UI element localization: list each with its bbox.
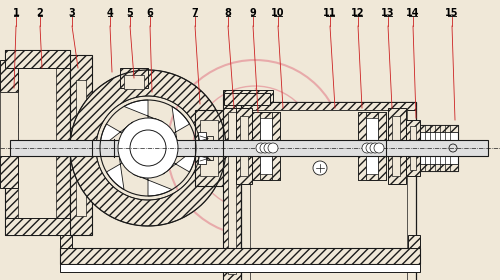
Bar <box>240 116 248 176</box>
Bar <box>207 136 213 160</box>
Text: 2: 2 <box>36 8 44 18</box>
Bar <box>198 132 206 164</box>
Circle shape <box>366 143 376 153</box>
Bar <box>408 235 420 248</box>
Bar <box>420 125 458 171</box>
Circle shape <box>264 143 274 153</box>
Circle shape <box>268 143 278 153</box>
Bar <box>195 110 223 186</box>
Bar <box>257 118 275 174</box>
Polygon shape <box>163 148 196 174</box>
Bar <box>223 90 273 108</box>
Bar <box>406 120 420 176</box>
Circle shape <box>260 143 270 153</box>
Bar <box>358 112 386 180</box>
Circle shape <box>362 143 372 153</box>
Text: 11: 11 <box>323 8 337 18</box>
Bar <box>236 100 260 108</box>
Bar <box>5 218 70 235</box>
Bar <box>60 264 420 272</box>
Bar <box>272 112 280 180</box>
Bar <box>0 92 18 156</box>
Bar <box>252 112 280 180</box>
Text: 1: 1 <box>12 8 20 18</box>
Bar <box>358 112 366 180</box>
Text: 13: 13 <box>381 8 394 18</box>
Bar <box>363 118 381 174</box>
Bar <box>388 108 406 184</box>
Circle shape <box>370 143 380 153</box>
Text: 8: 8 <box>224 8 232 18</box>
Polygon shape <box>133 174 172 196</box>
Bar <box>224 93 270 105</box>
Bar <box>252 112 260 180</box>
Bar <box>0 60 18 92</box>
Polygon shape <box>100 122 133 148</box>
Bar <box>60 248 420 264</box>
Bar <box>10 140 488 156</box>
Polygon shape <box>172 106 190 148</box>
Text: 7: 7 <box>192 8 198 18</box>
Bar <box>241 102 416 110</box>
Text: 5: 5 <box>126 8 134 18</box>
Bar <box>5 50 70 68</box>
Text: 14: 14 <box>406 8 419 18</box>
Text: 10: 10 <box>271 8 285 18</box>
Bar <box>5 50 70 235</box>
Circle shape <box>256 143 266 153</box>
Bar <box>60 235 72 248</box>
Bar <box>70 55 92 235</box>
Text: 4: 4 <box>106 8 114 18</box>
Text: 12: 12 <box>351 8 365 18</box>
Polygon shape <box>106 148 124 190</box>
Bar <box>392 116 400 176</box>
Polygon shape <box>70 70 226 145</box>
Text: 9: 9 <box>250 8 256 18</box>
Bar <box>420 164 458 171</box>
Bar <box>448 140 458 156</box>
Bar <box>200 120 218 176</box>
Text: 兆 生: 兆 生 <box>249 193 261 202</box>
Bar <box>120 68 148 88</box>
Bar <box>0 156 18 188</box>
Bar <box>241 102 416 280</box>
Polygon shape <box>70 151 226 226</box>
Bar <box>236 108 252 184</box>
Bar <box>378 112 386 180</box>
Polygon shape <box>124 100 163 122</box>
Circle shape <box>374 143 384 153</box>
Bar <box>18 68 56 218</box>
Circle shape <box>130 130 166 166</box>
Bar <box>76 80 86 216</box>
Bar <box>228 112 236 274</box>
Circle shape <box>118 118 178 178</box>
Bar <box>420 125 458 132</box>
Bar <box>250 110 407 280</box>
Text: 3: 3 <box>68 8 75 18</box>
Bar <box>410 126 416 170</box>
Circle shape <box>313 161 327 175</box>
Bar <box>223 95 241 280</box>
Text: 15: 15 <box>445 8 458 18</box>
Text: 6: 6 <box>146 8 154 18</box>
Bar <box>124 75 144 89</box>
